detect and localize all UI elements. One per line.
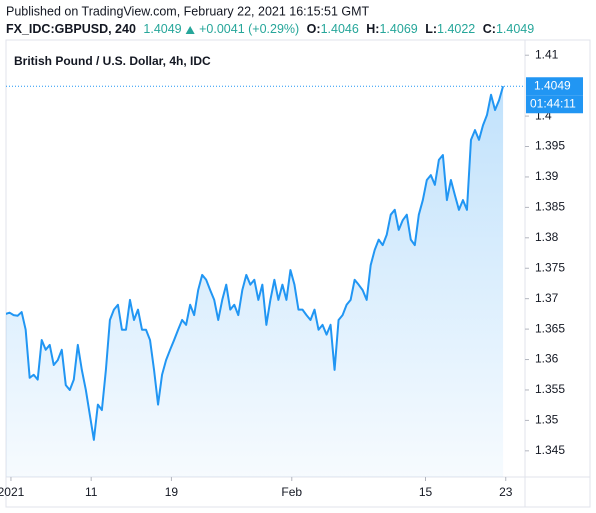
x-tick-label: 11 xyxy=(85,485,98,499)
y-tick-label: 1.345 xyxy=(535,443,565,457)
y-tick-label: 1.39 xyxy=(535,169,559,183)
last-price-box xyxy=(526,77,583,96)
y-tick-label: 1.35 xyxy=(535,413,559,427)
symbol-line: FX_IDC:GBPUSD, 240 1.4049 +0.0041 (+0.29… xyxy=(6,22,534,36)
price: 1.4049 xyxy=(143,22,181,36)
y-tick-label: 1.375 xyxy=(535,260,565,274)
symbol: FX_IDC:GBPUSD, 240 xyxy=(6,22,136,36)
y-tick-label: 1.36 xyxy=(535,352,559,366)
close: 1.4049 xyxy=(496,22,534,36)
x-tick-label: 19 xyxy=(165,485,179,499)
high-label: H: xyxy=(366,22,379,36)
x-tick-label: Feb xyxy=(281,485,302,499)
plot xyxy=(6,85,505,477)
y-tick-label: 1.41 xyxy=(535,47,559,61)
y-tick-label: 1.385 xyxy=(535,200,565,214)
price-line xyxy=(6,85,505,441)
open: 1.4046 xyxy=(321,22,359,36)
countdown-label: 01:44:11 xyxy=(530,96,576,110)
x-tick-label: 23 xyxy=(499,485,513,499)
low: 1.4022 xyxy=(437,22,475,36)
open-label: O: xyxy=(307,22,321,36)
chart-frame xyxy=(5,39,591,508)
low-label: L: xyxy=(425,22,437,36)
x-tick-label: 15 xyxy=(419,485,433,499)
y-tick-label: 1.365 xyxy=(535,321,565,335)
y-tick-label: 1.38 xyxy=(535,230,559,244)
x-tick-label: 2021 xyxy=(0,485,25,499)
change: +0.0041 (+0.29%) xyxy=(199,22,299,36)
last-price-label: 1.4049 xyxy=(534,78,571,92)
y-tick-label: 1.355 xyxy=(535,382,565,396)
countdown-box xyxy=(526,95,583,114)
close-label: C: xyxy=(483,22,496,36)
published-note: Published on TradingView.com, February 2… xyxy=(6,4,370,18)
title-bg xyxy=(10,52,224,72)
up-arrow xyxy=(185,26,195,34)
chart-title: British Pound / U.S. Dollar, 4h, IDC xyxy=(14,54,211,68)
high: 1.4069 xyxy=(379,22,417,36)
y-tick-label: 1.395 xyxy=(535,139,565,153)
y-tick-label: 1.37 xyxy=(535,291,559,305)
